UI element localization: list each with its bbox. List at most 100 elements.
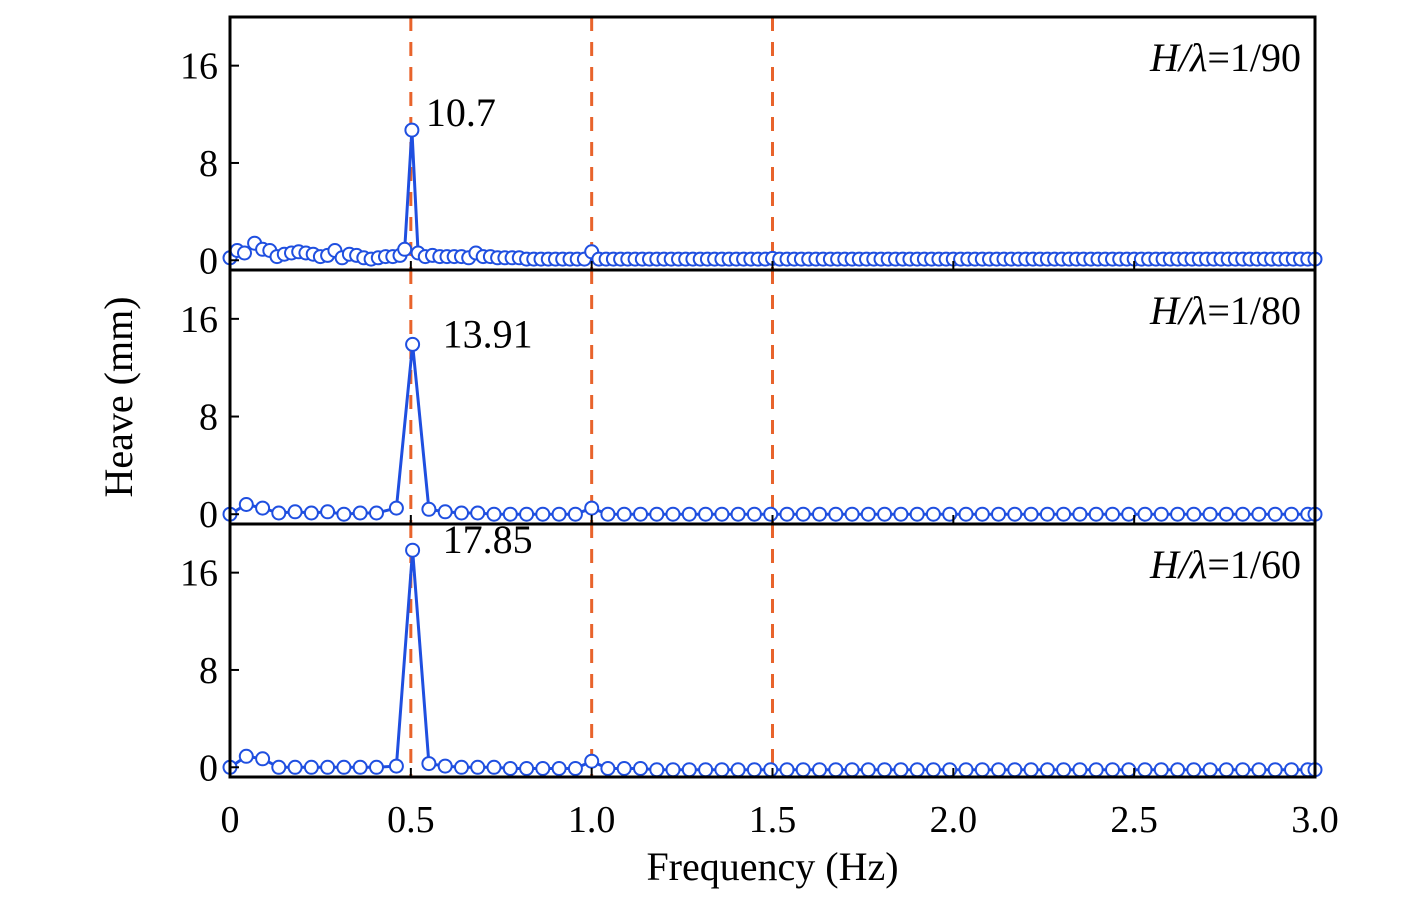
data-point xyxy=(1088,762,1104,778)
data-point xyxy=(238,497,254,512)
data-point xyxy=(369,505,384,521)
data-point xyxy=(681,762,697,778)
data-point xyxy=(1153,762,1169,778)
data-point xyxy=(991,506,1006,522)
x-tick-label: 1.5 xyxy=(749,799,797,841)
data-point xyxy=(1121,506,1137,522)
data-point xyxy=(535,761,551,776)
data-point xyxy=(633,761,648,776)
data-point xyxy=(779,506,795,522)
data-point xyxy=(714,506,730,522)
data-point xyxy=(584,753,600,769)
data-point xyxy=(405,336,421,352)
data-point xyxy=(421,501,437,517)
data-point xyxy=(665,506,681,522)
data-point xyxy=(1056,762,1072,778)
panel-label-ratio: H/λ xyxy=(1149,288,1207,333)
y-tick-label: 0 xyxy=(199,240,218,282)
data-point xyxy=(925,506,941,522)
data-point xyxy=(812,506,827,522)
data-point xyxy=(893,506,909,522)
data-point xyxy=(486,506,502,522)
data-point xyxy=(828,762,844,778)
data-point xyxy=(238,748,254,764)
data-point xyxy=(470,505,486,521)
data-point xyxy=(502,506,518,522)
y-tick-label: 16 xyxy=(180,299,218,341)
data-point xyxy=(303,759,319,775)
data-point xyxy=(237,245,252,261)
panel-label: H/λ=1/90 xyxy=(1149,35,1301,80)
data-point xyxy=(600,506,616,522)
data-point xyxy=(1007,506,1023,522)
data-point xyxy=(795,762,811,778)
data-point xyxy=(1235,506,1251,522)
data-point xyxy=(486,759,502,775)
data-point xyxy=(551,506,567,522)
data-point xyxy=(437,504,453,520)
data-point xyxy=(779,762,795,778)
data-point xyxy=(746,506,762,522)
data-point xyxy=(1039,506,1055,522)
y-tick-label: 16 xyxy=(180,46,218,88)
x-tick-label: 3.0 xyxy=(1291,799,1339,841)
data-point xyxy=(681,506,697,522)
panel-2: 0 8 16 13.91 H/λ=1/80 xyxy=(180,268,1323,536)
data-point xyxy=(1202,762,1218,778)
data-point xyxy=(616,761,632,776)
peak-value-label: 17.85 xyxy=(443,517,533,562)
data-point xyxy=(519,506,535,522)
data-point xyxy=(437,758,453,774)
data-point xyxy=(567,761,583,776)
data-point xyxy=(502,761,518,776)
data-point xyxy=(958,762,974,778)
y-tick-label: 0 xyxy=(199,494,218,536)
data-point xyxy=(1251,506,1267,522)
data-point xyxy=(649,506,665,522)
data-point xyxy=(1267,762,1283,778)
data-point xyxy=(991,762,1006,778)
data-point xyxy=(1251,762,1267,778)
data-point xyxy=(454,505,469,521)
data-point xyxy=(1023,762,1039,778)
data-point xyxy=(974,506,990,522)
data-point xyxy=(649,762,665,778)
data-point xyxy=(1137,506,1153,522)
data-point xyxy=(763,762,779,778)
x-tick-label: 2.5 xyxy=(1110,799,1158,841)
data-point xyxy=(1056,506,1072,522)
data-point xyxy=(665,762,681,778)
y-axis-title: Heave (mm) xyxy=(96,296,141,497)
data-point xyxy=(844,762,860,778)
data-point xyxy=(763,506,779,522)
data-point xyxy=(698,506,714,522)
data-point xyxy=(909,762,925,778)
data-point xyxy=(1007,762,1023,778)
data-point xyxy=(404,122,420,138)
data-point xyxy=(974,762,990,778)
data-point xyxy=(320,504,336,520)
data-point xyxy=(698,762,714,778)
data-point xyxy=(454,759,469,775)
data-point xyxy=(730,762,746,778)
data-point xyxy=(1170,762,1186,778)
data-point xyxy=(860,762,876,778)
x-tick-label: 0 xyxy=(221,799,240,841)
data-point xyxy=(405,542,421,558)
data-point xyxy=(1284,762,1299,778)
data-point xyxy=(352,759,368,775)
data-point xyxy=(397,241,413,257)
data-point xyxy=(909,506,925,522)
panel-label: H/λ=1/60 xyxy=(1149,542,1301,587)
data-point xyxy=(1202,506,1218,522)
data-point xyxy=(1137,762,1153,778)
peak-value-label: 13.91 xyxy=(443,311,533,356)
data-point xyxy=(1267,506,1283,522)
panel-label-ratio: H/λ xyxy=(1149,35,1207,80)
data-point xyxy=(287,504,303,520)
data-point xyxy=(828,506,844,522)
data-point xyxy=(1039,762,1055,778)
panel-label-value: =1/80 xyxy=(1207,288,1301,333)
data-point xyxy=(844,506,860,522)
